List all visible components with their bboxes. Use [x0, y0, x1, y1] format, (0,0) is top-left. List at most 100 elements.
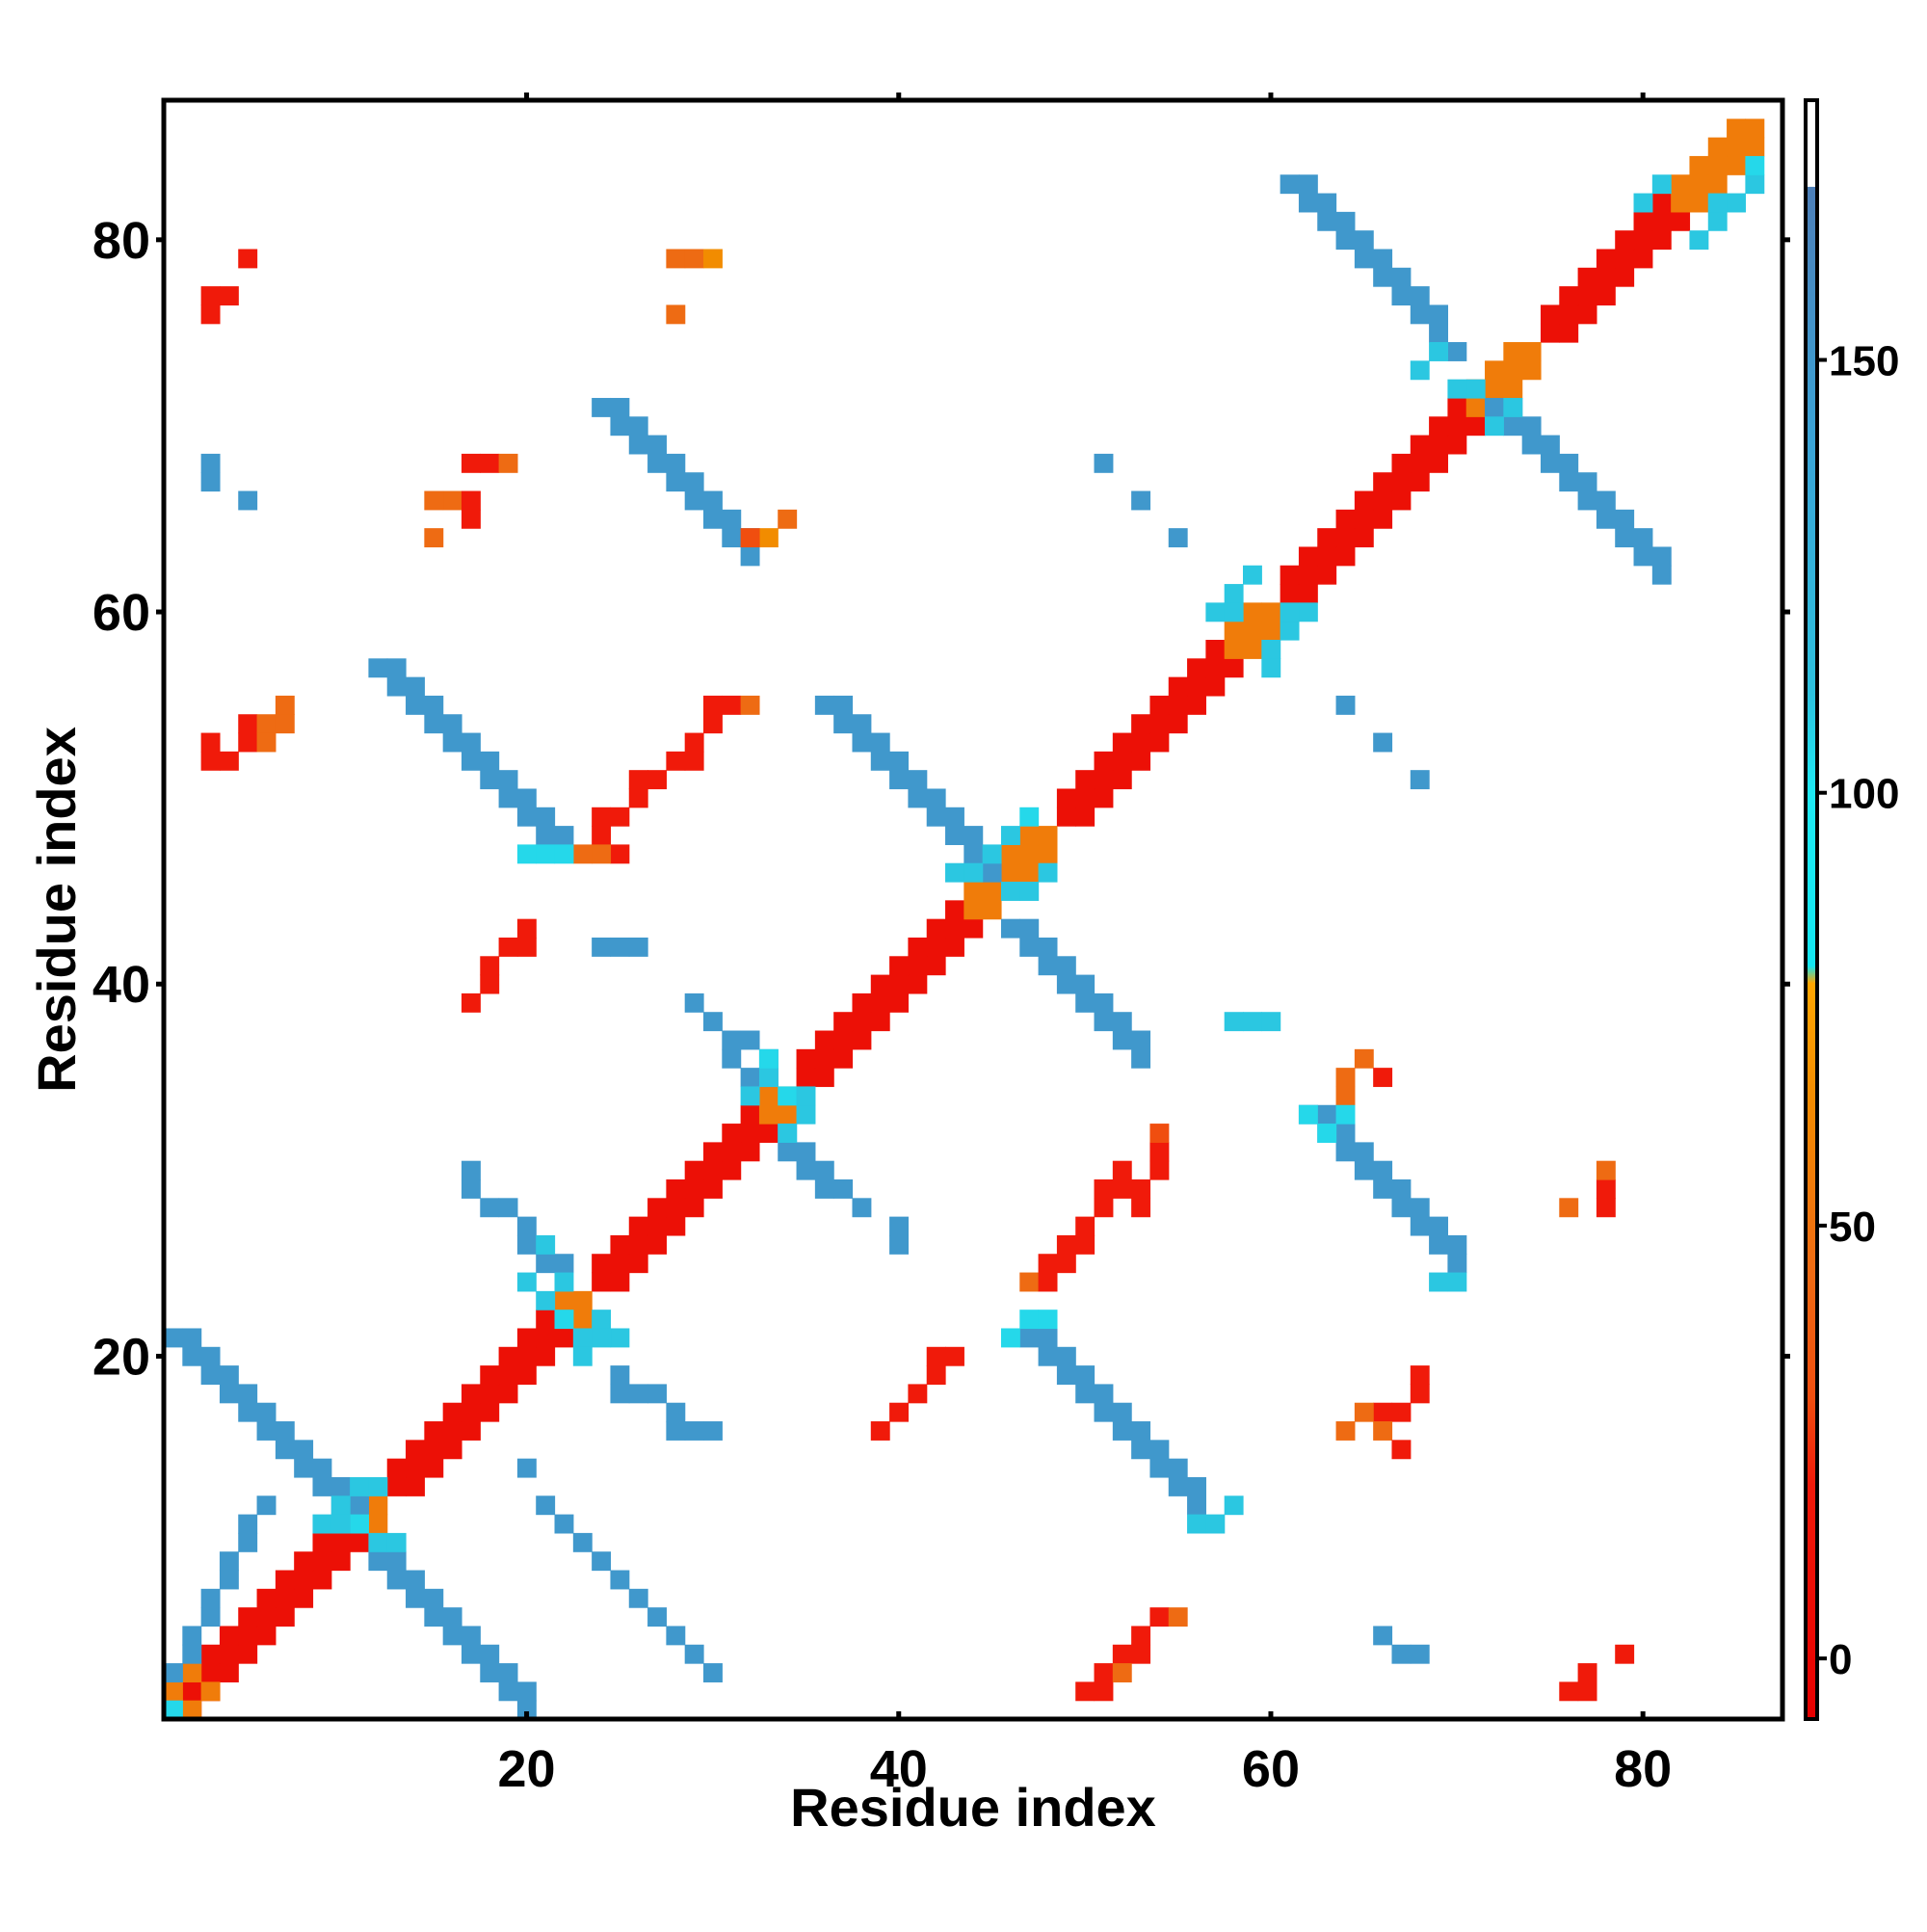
- heatmap-cell: [666, 304, 686, 325]
- heatmap-cell: [1447, 1234, 1467, 1255]
- heatmap-cell: [1429, 1234, 1449, 1255]
- heatmap-cell: [1521, 342, 1542, 361]
- heatmap-cell: [1689, 230, 1709, 251]
- heatmap-cell: [647, 770, 667, 790]
- heatmap-cell: [219, 1626, 239, 1646]
- heatmap-cell: [1391, 267, 1412, 287]
- heatmap-cell: [386, 1551, 407, 1572]
- heatmap-cell: [908, 974, 928, 994]
- x-tick-label: 80: [1614, 1740, 1672, 1798]
- heatmap-cell: [200, 732, 221, 753]
- heatmap-cell: [386, 1458, 407, 1478]
- heatmap-cell: [740, 695, 760, 715]
- heatmap-cell: [1335, 211, 1356, 231]
- heatmap-cell: [516, 788, 537, 808]
- heatmap-cell: [1112, 1402, 1132, 1422]
- heatmap-cell: [703, 509, 723, 529]
- heatmap-cell: [498, 1198, 518, 1218]
- y-tick-label: 80: [92, 212, 150, 270]
- heatmap-cell: [498, 788, 518, 808]
- heatmap-cell: [796, 1160, 816, 1180]
- heatmap-cell: [424, 1421, 444, 1441]
- heatmap-cell: [1224, 1012, 1244, 1032]
- heatmap-cell: [1615, 509, 1635, 529]
- heatmap-cell: [1615, 1644, 1635, 1664]
- heatmap-cell: [1577, 1663, 1597, 1682]
- heatmap-cell: [1168, 695, 1188, 715]
- heatmap-cell: [516, 1458, 537, 1478]
- heatmap-cell: [1168, 528, 1188, 548]
- heatmap-cell: [889, 956, 910, 976]
- heatmap-cell: [480, 770, 500, 790]
- heatmap-cell: [312, 1458, 332, 1478]
- heatmap-cell: [386, 1570, 407, 1590]
- heatmap-cell: [200, 1346, 221, 1366]
- heatmap-cell: [275, 695, 295, 715]
- heatmap-cell: [703, 1421, 723, 1441]
- heatmap-cell: [1131, 1030, 1151, 1050]
- heatmap-cell: [1727, 119, 1746, 139]
- heatmap-cell: [1559, 286, 1579, 306]
- heatmap-cell: [461, 751, 481, 771]
- heatmap-cell: [1391, 286, 1412, 306]
- heatmap-cell: [1335, 1068, 1356, 1088]
- heatmap-cell: [1112, 732, 1132, 753]
- heatmap-cell: [238, 1626, 258, 1646]
- heatmap-cell: [1168, 676, 1188, 697]
- heatmap-cell: [945, 918, 964, 939]
- heatmap-cell: [1187, 695, 1206, 715]
- heatmap-cell: [330, 1476, 351, 1496]
- heatmap-cell: [1373, 267, 1393, 287]
- heatmap-cell: [796, 1104, 816, 1125]
- heatmap-cell: [833, 1030, 854, 1050]
- heatmap-cell: [964, 844, 984, 864]
- heatmap-cell: [722, 1048, 742, 1069]
- heatmap-cell: [406, 1588, 425, 1608]
- heatmap-cell: [1205, 640, 1226, 659]
- heatmap-cell: [1615, 528, 1635, 548]
- heatmap-cell: [1373, 1179, 1393, 1199]
- heatmap-cell: [852, 1198, 872, 1218]
- heatmap-cell: [386, 676, 407, 697]
- heatmap-cell: [1373, 249, 1393, 269]
- heatmap-cell: [1094, 1384, 1114, 1404]
- heatmap-cell: [1503, 397, 1523, 417]
- heatmap-cell: [536, 844, 556, 864]
- heatmap-cell: [1596, 490, 1616, 511]
- heatmap-cell: [1038, 956, 1058, 976]
- heatmap-cell: [182, 1663, 202, 1682]
- heatmap-cell: [1410, 286, 1430, 306]
- heatmap-cell: [1391, 1440, 1412, 1460]
- heatmap-cell: [1373, 1160, 1393, 1180]
- heatmap-cell: [592, 1551, 612, 1572]
- heatmap-cell: [647, 1384, 667, 1404]
- heatmap-cell: [722, 1030, 742, 1050]
- heatmap-cell: [1447, 397, 1467, 417]
- heatmap-cell: [610, 1328, 630, 1348]
- heatmap-cell: [1075, 788, 1095, 808]
- heatmap-cell: [461, 490, 481, 511]
- heatmap-cell: [778, 1104, 798, 1125]
- heatmap-cell: [1335, 695, 1356, 715]
- heatmap-cell: [442, 1626, 462, 1646]
- heatmap-cell: [1243, 1012, 1262, 1032]
- heatmap-cell: [516, 1700, 537, 1720]
- heatmap-cell: [1354, 490, 1374, 511]
- heatmap-cell: [982, 844, 1002, 864]
- heatmap-cell: [219, 1365, 239, 1386]
- heatmap-cell: [926, 788, 946, 808]
- heatmap-cell: [238, 1644, 258, 1664]
- heatmap-cell: [1465, 397, 1486, 417]
- heatmap-cell: [386, 1476, 407, 1496]
- heatmap-cell: [1205, 1514, 1226, 1534]
- heatmap-cell: [406, 695, 425, 715]
- heatmap-cell: [442, 490, 462, 511]
- heatmap-cell: [1075, 992, 1095, 1013]
- heatmap-cell: [256, 1626, 277, 1646]
- heatmap-cell: [1447, 342, 1467, 361]
- heatmap-cell: [200, 1365, 221, 1386]
- heatmap-cell: [1131, 1421, 1151, 1441]
- heatmap-cell: [256, 732, 277, 753]
- heatmap-cell: [1280, 584, 1300, 603]
- heatmap-cell: [350, 1476, 370, 1496]
